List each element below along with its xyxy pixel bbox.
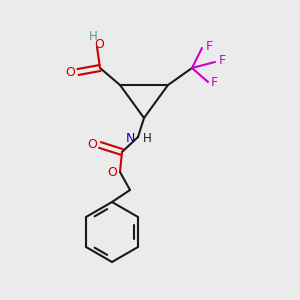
Text: O: O [87, 137, 97, 151]
Text: O: O [94, 38, 104, 50]
Text: F: F [206, 40, 213, 52]
Text: H: H [88, 31, 98, 44]
Text: F: F [210, 76, 218, 89]
Text: F: F [218, 55, 226, 68]
Text: O: O [65, 65, 75, 79]
Text: O: O [107, 167, 117, 179]
Text: H: H [143, 131, 152, 145]
Text: N: N [126, 131, 135, 145]
